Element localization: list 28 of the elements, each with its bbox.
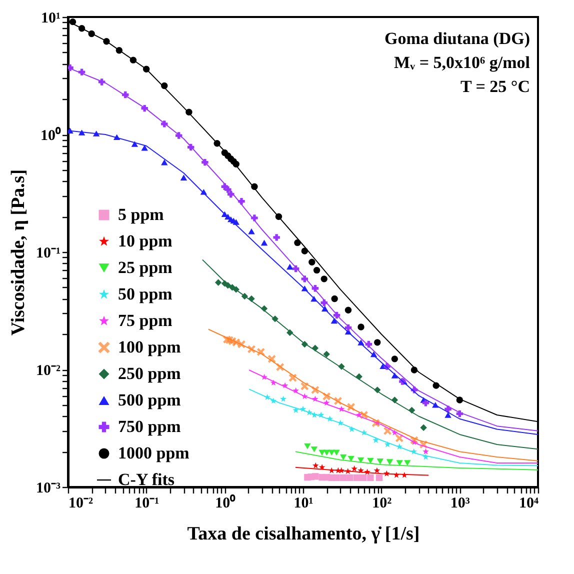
annotation: Goma diutana (DG) xyxy=(384,29,530,48)
legend-label: 10 ppm xyxy=(118,232,172,250)
legend-label: 5 ppm xyxy=(118,205,164,224)
legend-label: 750 ppm xyxy=(118,417,181,436)
x-tick-label: 10³ xyxy=(450,496,470,512)
y-axis-title: Viscosidade, η [Pa.s] xyxy=(8,169,30,336)
y-tick-label: 10⁻³ xyxy=(36,480,61,496)
annotation: T = 25 °C xyxy=(460,77,530,96)
x-tick-label: 10¹ xyxy=(294,496,314,512)
legend-label: C-Y fits xyxy=(118,470,175,489)
annotation: Mᵥ = 5,0x10⁶ g/mol xyxy=(394,53,530,72)
legend-label: 500 ppm xyxy=(118,390,181,410)
legend-label: 25 ppm xyxy=(118,258,172,277)
x-tick-label: 10⁰ xyxy=(215,494,236,512)
legend-label: 75 ppm xyxy=(118,311,172,330)
x-tick-label: 10⁻² xyxy=(68,496,94,512)
legend-label: 1000 ppm xyxy=(118,444,190,462)
x-tick-label: 10⁴ xyxy=(519,496,539,512)
x-tick-label: 10⁻¹ xyxy=(134,496,160,512)
legend-label: 50 ppm xyxy=(118,284,172,304)
y-tick-label: 10⁰ xyxy=(40,126,62,144)
y-tick-label: 10⁻² xyxy=(36,363,61,379)
x-axis-title: Taxa de cisalhamento, γ̇ [1/s] xyxy=(187,524,420,544)
legend-label: 250 ppm xyxy=(118,364,181,383)
y-tick-label: 10⁻¹ xyxy=(36,246,60,262)
y-tick-label: 10¹ xyxy=(41,10,60,26)
legend-label: 100 ppm xyxy=(118,338,181,356)
x-tick-label: 10² xyxy=(372,496,392,512)
